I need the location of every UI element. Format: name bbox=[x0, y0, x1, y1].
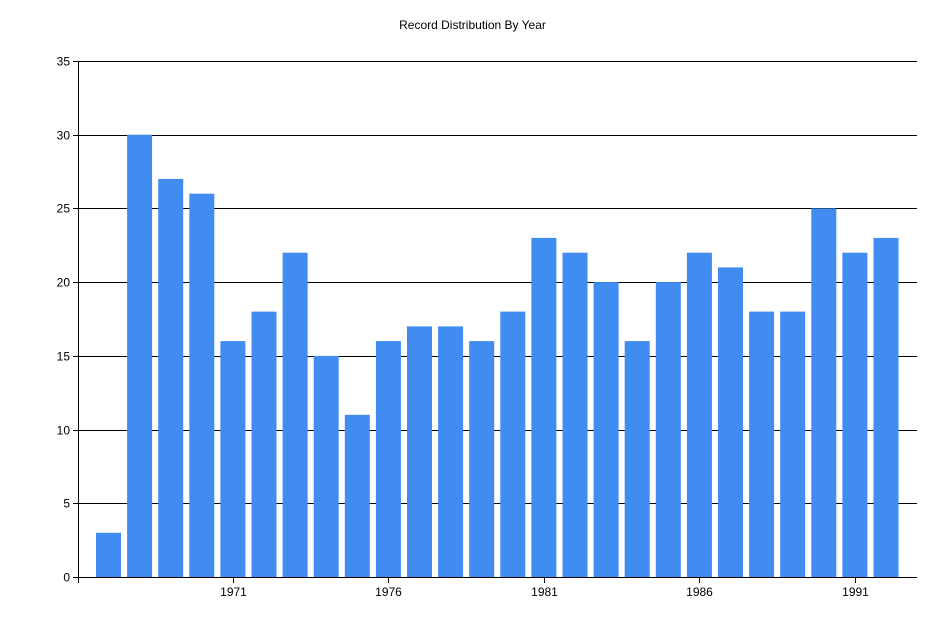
bar bbox=[718, 267, 743, 577]
bar bbox=[624, 341, 650, 577]
bar bbox=[749, 311, 775, 577]
bar bbox=[686, 252, 712, 577]
bar bbox=[158, 178, 184, 577]
bar bbox=[811, 208, 837, 577]
bar bbox=[251, 311, 277, 577]
bar bbox=[220, 341, 246, 577]
y-tick-label: 15 bbox=[57, 350, 71, 364]
bar bbox=[438, 326, 464, 577]
bar bbox=[780, 311, 806, 577]
x-tick-label: 1981 bbox=[531, 585, 558, 599]
x-tick-label: 1971 bbox=[220, 585, 247, 599]
bar bbox=[189, 193, 215, 577]
y-tick-label: 35 bbox=[57, 55, 71, 69]
bar bbox=[842, 252, 868, 577]
bar bbox=[127, 134, 153, 577]
bar bbox=[96, 532, 121, 577]
bar bbox=[655, 282, 681, 577]
x-tick-label: 1976 bbox=[375, 585, 402, 599]
bar bbox=[531, 237, 557, 577]
y-tick-label: 20 bbox=[57, 276, 71, 290]
y-tick-label: 0 bbox=[63, 571, 70, 585]
bar bbox=[469, 341, 495, 577]
y-tick-label: 10 bbox=[57, 424, 71, 438]
bar bbox=[313, 355, 339, 577]
chart-title: Record Distribution By Year bbox=[399, 18, 546, 32]
bar bbox=[282, 252, 308, 577]
x-tick-label: 1986 bbox=[686, 585, 713, 599]
bar bbox=[344, 414, 370, 577]
y-tick-label: 5 bbox=[63, 497, 70, 511]
bar bbox=[873, 237, 899, 577]
y-tick-label: 30 bbox=[57, 129, 71, 143]
bar bbox=[593, 282, 619, 577]
bar bbox=[375, 341, 401, 577]
bar bbox=[562, 252, 588, 577]
x-tick-label: 1991 bbox=[842, 585, 869, 599]
y-tick-label: 25 bbox=[57, 202, 71, 216]
bar bbox=[500, 311, 526, 577]
bar bbox=[407, 326, 432, 577]
